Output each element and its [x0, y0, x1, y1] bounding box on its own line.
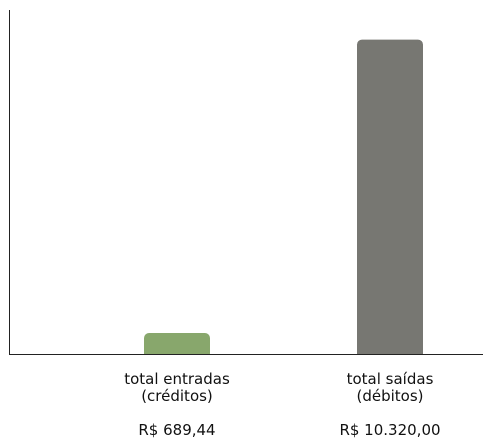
- category-label-line2: (débitos): [356, 387, 424, 405]
- category-label-credits: total entradas (créditos): [97, 371, 257, 405]
- category-label-debits: total saídas (débitos): [310, 371, 470, 405]
- category-label-line1: total saídas: [346, 370, 434, 388]
- value-label-credits: R$ 689,44: [138, 421, 216, 439]
- value-label-debits: R$ 10.320,00: [339, 421, 441, 439]
- category-label-line2: (créditos): [141, 387, 213, 405]
- bar-debits: [357, 39, 423, 360]
- category-label-line1: total entradas: [124, 370, 230, 388]
- bars-group: [10, 39, 483, 363]
- bar-credits: [144, 332, 210, 360]
- baseline-mask: [10, 355, 483, 363]
